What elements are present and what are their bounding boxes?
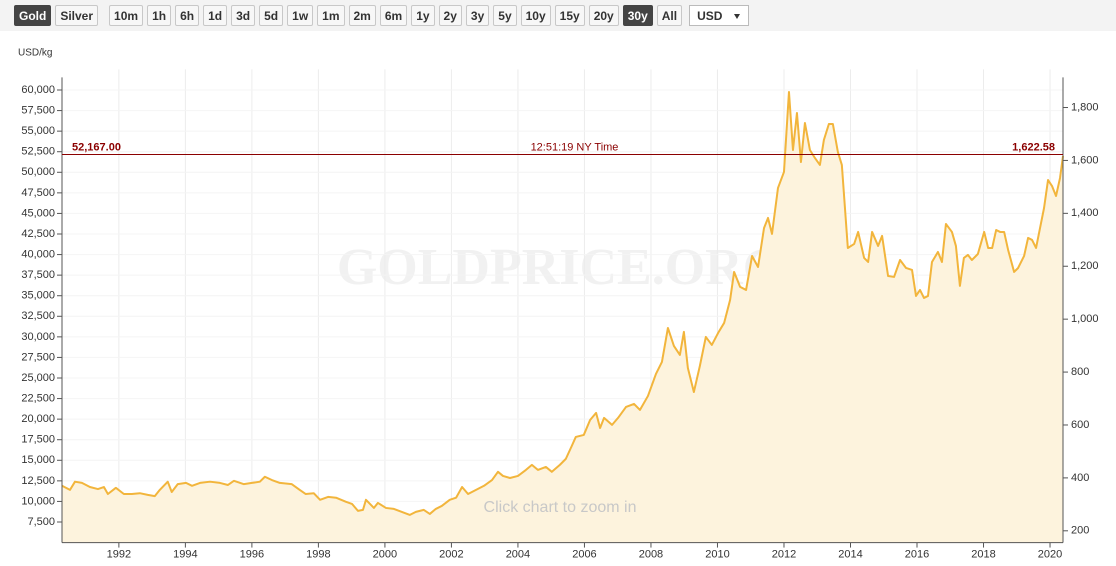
- range-button[interactable]: 1d: [203, 5, 228, 26]
- area-fill: [62, 91, 1063, 543]
- toolbar: Gold Silver 10m 1h 6h 1d 3d 5d 1w 1m 2m 6m 1y 2y 3y 5y 1…: [0, 0, 1116, 31]
- price-line: [61, 90, 1064, 516]
- range-button[interactable]: All: [656, 5, 683, 26]
- x-tick-label: 2010: [705, 548, 729, 560]
- x-tick-label: 1992: [107, 548, 131, 560]
- x-tick-label: 2008: [639, 548, 663, 560]
- x-tick-label: 2000: [373, 548, 397, 560]
- y-tick-label: 22,500: [21, 392, 55, 404]
- y-tick-label: 32,500: [21, 310, 55, 322]
- x-tick-label: 2018: [971, 548, 995, 560]
- x-tick-label: 1998: [306, 548, 330, 560]
- y2-tick-label: 200: [1071, 525, 1089, 537]
- y-tick-label: 45,000: [21, 207, 55, 219]
- currency-select[interactable]: USD: [689, 5, 750, 26]
- y-tick-label: 55,000: [21, 125, 55, 137]
- y2-tick-label: 1,600: [1071, 154, 1099, 166]
- x-tick-label: 2006: [572, 548, 596, 560]
- range-button[interactable]: 5d: [259, 5, 284, 26]
- x-tick-label: 2020: [1038, 548, 1062, 560]
- range-button[interactable]: 30y: [622, 5, 653, 26]
- dropdown-arrow: [734, 14, 741, 19]
- zoom-hint: Click chart to zoom in: [484, 499, 637, 516]
- range-button[interactable]: 1w: [287, 5, 314, 26]
- range-button[interactable]: 10y: [520, 5, 551, 26]
- range-button[interactable]: 6m: [379, 5, 408, 26]
- y2-tick-label: 1,800: [1071, 101, 1099, 113]
- range-button[interactable]: 3d: [231, 5, 256, 26]
- range-button[interactable]: 5y: [493, 5, 517, 26]
- range-button[interactable]: 10m: [109, 5, 144, 26]
- y-tick-label: 37,500: [21, 269, 55, 281]
- x-tick-label: 2014: [838, 548, 862, 560]
- x-tick-label: 2012: [772, 548, 796, 560]
- y-tick-label: 57,500: [21, 104, 55, 116]
- y2-tick-label: 1,400: [1071, 207, 1099, 219]
- x-tick-label: 2004: [506, 548, 530, 560]
- range-button[interactable]: 20y: [588, 5, 619, 26]
- y-tick-label: 60,000: [21, 84, 55, 96]
- x-tick-label: 2016: [905, 548, 929, 560]
- x-tick-label: 1994: [173, 548, 197, 560]
- y-tick-label: 30,000: [21, 331, 55, 343]
- y-tick-label: 25,000: [21, 372, 55, 384]
- range-button[interactable]: 2m: [348, 5, 376, 26]
- y-tick-label: 7,500: [27, 516, 55, 528]
- y2-tick-label: 1,200: [1071, 260, 1099, 272]
- y2-tick-label: 400: [1071, 472, 1089, 484]
- y-tick-label: 40,000: [21, 248, 55, 260]
- range-button[interactable]: 1m: [317, 5, 345, 26]
- y-tick-label: 12,500: [21, 475, 55, 487]
- y-axis-label: USD/kg: [18, 48, 52, 59]
- x-tick-label: 1996: [240, 548, 264, 560]
- y-tick-label: 35,000: [21, 290, 55, 302]
- y-tick-label: 42,500: [21, 228, 55, 240]
- current-price-kg: 52,167.00: [72, 141, 121, 153]
- y-tick-label: 10,000: [21, 495, 55, 507]
- y2-tick-label: 600: [1071, 419, 1089, 431]
- y-tick-label: 27,500: [21, 351, 55, 363]
- current-price-oz: 1,622.58: [1012, 141, 1055, 153]
- price-time: 12:51:19 NY Time: [531, 141, 619, 153]
- range-button[interactable]: 3y: [465, 5, 490, 26]
- y2-tick-label: 800: [1071, 366, 1089, 378]
- x-tick-label: 2002: [439, 548, 463, 560]
- y-tick-label: 15,000: [21, 454, 55, 466]
- range-button[interactable]: 1h: [147, 5, 172, 26]
- range-button[interactable]: 6h: [175, 5, 200, 26]
- metal-button[interactable]: Gold: [14, 5, 52, 26]
- y2-tick-label: 1,000: [1071, 313, 1099, 325]
- metal-button[interactable]: Silver: [55, 5, 99, 26]
- y-tick-label: 50,000: [21, 166, 55, 178]
- y-tick-label: 47,500: [21, 187, 55, 199]
- range-button[interactable]: 15y: [554, 5, 585, 26]
- watermark: GOLDPRICE.ORG: [337, 239, 783, 296]
- y-tick-label: 17,500: [21, 434, 55, 446]
- y-tick-label: 20,000: [21, 413, 55, 425]
- range-button[interactable]: 2y: [438, 5, 462, 26]
- range-button[interactable]: 1y: [411, 5, 435, 26]
- y-tick-label: 52,500: [21, 146, 55, 158]
